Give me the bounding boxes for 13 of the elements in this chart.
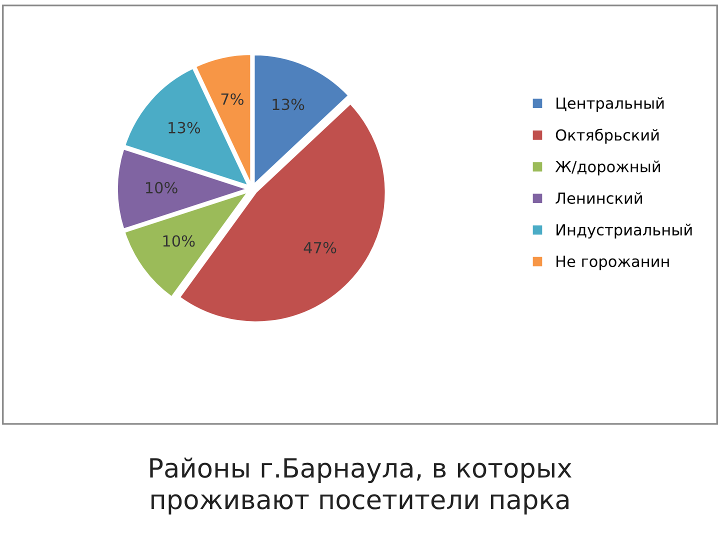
legend-label: Не горожанин [556,256,669,270]
data-label: 13% [272,98,304,110]
data-label: 10% [163,235,195,247]
data-label: 7% [221,93,244,105]
legend-label: Октябрьский [556,128,659,144]
legend-label: Ж/дорожный [555,160,660,176]
legend-label: Индустриальный [556,224,692,239]
legend-label: Центральный [556,97,664,112]
data-label: 47% [304,242,336,254]
text: Районы г.Барнаула, в которых проживают посетители парка [150,458,572,515]
data-label: 10% [146,182,178,194]
legend-label: Ленинский [556,192,642,204]
data-label: 13% [168,122,200,134]
